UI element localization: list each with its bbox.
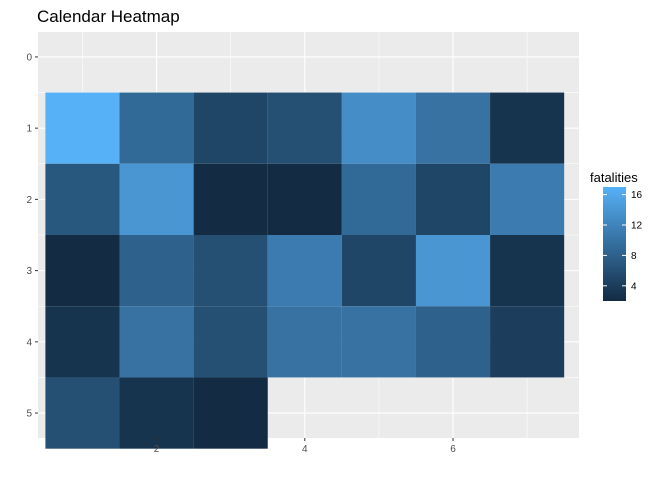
legend: fatalities 4 8 12 16 xyxy=(590,170,643,301)
y-tick-label: 2 xyxy=(26,195,32,206)
legend-ticks: 4 8 12 16 xyxy=(603,190,643,292)
heatmap-cell xyxy=(490,163,565,235)
heatmap-cell xyxy=(45,306,120,378)
heatmap-cell xyxy=(119,306,194,378)
heatmap-cell xyxy=(193,306,268,378)
heatmap-cell xyxy=(119,377,194,449)
x-tick-label: 6 xyxy=(450,444,456,455)
heatmap-cell xyxy=(45,92,120,164)
x-tick-label: 2 xyxy=(154,444,160,455)
heatmap-cell xyxy=(193,163,268,235)
heatmap-cell xyxy=(415,306,491,378)
heatmap-cell xyxy=(119,92,194,164)
heatmap-cell xyxy=(267,92,342,164)
legend-tick-label: 12 xyxy=(631,221,643,232)
y-tick-label: 4 xyxy=(26,337,32,348)
legend-tick-label: 16 xyxy=(631,190,643,201)
heatmap-cell xyxy=(415,92,491,164)
heatmap-cell xyxy=(490,235,565,307)
heatmap-cell xyxy=(341,306,416,378)
heatmap-cell xyxy=(119,235,194,307)
heatmap-cell xyxy=(193,235,268,307)
heatmap-cell xyxy=(45,377,120,449)
legend-title: fatalities xyxy=(590,170,638,185)
heatmap-cell xyxy=(267,306,342,378)
heatmap-cell xyxy=(193,377,268,449)
legend-colorbar xyxy=(603,187,626,301)
heatmap-cells xyxy=(45,92,565,449)
heatmap-cell xyxy=(45,163,120,235)
legend-tick-label: 4 xyxy=(631,281,637,292)
heatmap-cell xyxy=(119,163,194,235)
y-tick-label: 3 xyxy=(26,266,32,277)
chart-title: Calendar Heatmap xyxy=(37,7,180,26)
x-tick-label: 4 xyxy=(302,444,308,455)
heatmap-cell xyxy=(267,163,342,235)
heatmap-cell xyxy=(341,235,416,307)
heatmap-cell xyxy=(193,92,268,164)
heatmap-cell xyxy=(415,235,491,307)
y-tick-label: 1 xyxy=(26,124,32,135)
legend-tick-label: 8 xyxy=(631,251,637,262)
heatmap-cell xyxy=(490,92,565,164)
y-tick-label: 0 xyxy=(26,52,32,63)
heatmap-cell xyxy=(341,163,416,235)
heatmap-cell xyxy=(341,92,416,164)
heatmap-cell xyxy=(415,163,491,235)
heatmap-cell xyxy=(490,306,565,378)
heatmap-cell xyxy=(45,235,120,307)
y-tick-label: 5 xyxy=(26,409,32,420)
axis-ticks: 2 4 6 0 1 2 3 4 5 xyxy=(26,52,456,455)
heatmap-cell xyxy=(267,235,342,307)
